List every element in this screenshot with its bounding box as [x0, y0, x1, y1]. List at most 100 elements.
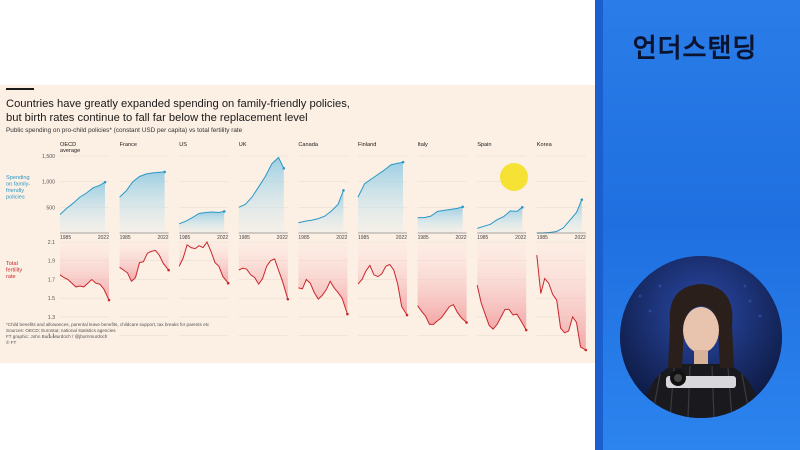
bottom-ytick-label: 2.1 [48, 240, 55, 246]
x-tick-label: 1985 [298, 235, 309, 241]
spending-endpoint [342, 189, 345, 192]
fertility-line [298, 278, 348, 315]
spending-area [119, 171, 165, 233]
spending-line [179, 210, 225, 225]
note-footnote: *Child benefits and allowances, parental… [6, 322, 210, 327]
spending-endpoint [163, 170, 166, 174]
panel-title: Korea [537, 142, 553, 148]
fertility-line [59, 274, 110, 301]
fertility-area [238, 242, 288, 300]
spending-endpoint [520, 206, 524, 209]
fertility-area [358, 242, 407, 315]
fertility-area [417, 242, 467, 325]
fertility-line [417, 304, 467, 325]
panel-us: US 1985 2022 [178, 142, 230, 336]
bottom-ytick-label: 1.5 [48, 296, 55, 302]
small-multiples-chart: 1,500 1,000 500 2.1 1.9 1.7 1.5 1.3 1.1 Spending o… [6, 142, 588, 352]
spending-area [358, 162, 403, 233]
fertility-endpoint [346, 312, 349, 316]
fertility-area [179, 242, 229, 284]
fertility-endpoint [584, 348, 588, 352]
fertility-endpoint [107, 298, 111, 302]
panel-title: UK [239, 142, 247, 148]
x-tick-label: 1985 [537, 235, 548, 241]
x-tick-label: 1985 [418, 235, 429, 241]
fertility-area [60, 242, 109, 301]
panel-title: average [60, 148, 80, 154]
spending-area [238, 157, 284, 233]
top-ylabel-line: policies [6, 195, 25, 201]
spending-area [60, 182, 105, 233]
bottom-ylabel-line: Total [6, 261, 18, 267]
fertility-endpoint [226, 281, 230, 285]
panel-title: Italy [418, 142, 428, 148]
bottom-ytick-label: 1.9 [48, 259, 55, 265]
x-tick-label: 2022 [515, 235, 526, 241]
fertility-endpoint [286, 297, 290, 301]
spending-line [238, 156, 285, 208]
fertility-endpoint [405, 313, 409, 317]
fertility-area [477, 242, 527, 330]
panel-title: US [179, 142, 187, 148]
x-tick-label: 1985 [120, 235, 131, 241]
presenter-figure [620, 256, 782, 418]
x-tick-label: 2022 [277, 235, 288, 241]
panel-title: Canada [298, 142, 318, 148]
x-tick-label: 1985 [179, 235, 190, 241]
x-tick-label: 2022 [575, 235, 586, 241]
fertility-area [536, 242, 586, 350]
spending-line [417, 206, 463, 219]
spending-endpoint [580, 198, 584, 201]
top-ylabel-line: Spending [6, 175, 30, 181]
panel-canada: Canada 1985 2022 [298, 142, 349, 336]
note-sources: Sources: OECD; Eurostat; national statis… [6, 328, 116, 333]
chart-title-line1: Countries have greatly expanded spending… [6, 98, 350, 110]
x-tick-label: 2022 [455, 235, 466, 241]
fertility-endpoint [524, 328, 528, 332]
panel-uk: UK 1985 2022 [238, 142, 290, 336]
fertility-line [238, 258, 289, 300]
fertility-endpoint [167, 268, 170, 272]
pointer-highlight [500, 163, 528, 191]
ft-title-rule [6, 88, 34, 90]
panel-italy: Italy 1985 2022 [417, 142, 468, 336]
x-tick-label: 2022 [217, 235, 228, 241]
spending-line [357, 161, 404, 198]
top-ylabel: Spending on family-friendly policies [6, 175, 30, 201]
note-credit: FT graphic: John Burn-Murdoch / @jburnmu… [6, 334, 108, 339]
top-ylabel-line: friendly [6, 188, 24, 194]
spending-endpoint [222, 210, 226, 213]
chart-title-line2: but birth rates continue to fall far bel… [6, 111, 308, 124]
fertility-area [119, 242, 169, 282]
fertility-area [298, 242, 348, 315]
side-panel-edge [595, 0, 603, 450]
spending-endpoint [103, 180, 107, 184]
x-tick-label: 1985 [60, 235, 71, 241]
spending-area [536, 199, 582, 233]
x-tick-label: 2022 [98, 235, 109, 241]
panel-title: Spain [477, 142, 491, 148]
x-tick-label: 2022 [396, 235, 407, 241]
spending-endpoint [401, 160, 405, 164]
fertility-line [357, 263, 408, 316]
panel-title: France [120, 142, 137, 148]
panel-korea: Korea 1985 2022 [536, 142, 588, 352]
spending-line [59, 181, 106, 215]
bottom-ytick-label: 1.3 [48, 315, 55, 321]
bottom-ylabel-line: fertility [6, 268, 22, 274]
top-ytick-label: 1,500 [42, 154, 55, 160]
spending-endpoint [461, 205, 464, 209]
fertility-endpoint [465, 321, 468, 324]
panel-france: France 1985 2022 [119, 142, 170, 336]
chart-title: Countries have greatly expanded spending… [6, 98, 426, 125]
top-ytick-label: 500 [46, 205, 55, 211]
fertility-line [178, 240, 229, 284]
bottom-ylabel: Total fertility rate [6, 261, 22, 280]
bottom-ylabel-line: rate [6, 274, 16, 280]
spending-line [477, 206, 523, 229]
x-tick-label: 1985 [477, 235, 488, 241]
panel-finland: Finland 1985 2022 [357, 142, 409, 336]
spending-area [417, 206, 463, 233]
spending-endpoint [282, 167, 286, 170]
